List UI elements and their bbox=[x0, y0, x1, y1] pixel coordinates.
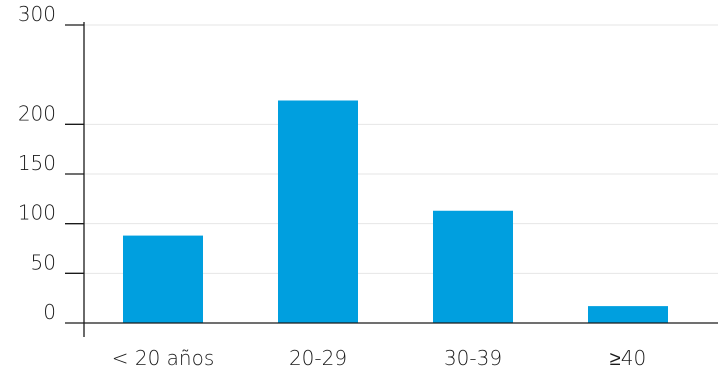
grid-lines bbox=[84, 24, 718, 274]
x-tick-label: 20-29 bbox=[289, 346, 347, 370]
y-tick-label: 150 bbox=[18, 151, 56, 175]
bar-0 bbox=[123, 235, 203, 323]
tick-labels: 0 50 100 150 200 300 < 20 años 20-29 30-39 ≥40 bbox=[18, 2, 646, 370]
bar-series bbox=[123, 100, 668, 323]
bar-2 bbox=[433, 210, 513, 323]
y-tick-label: 50 bbox=[31, 250, 56, 274]
y-tick-label: 0 bbox=[43, 300, 56, 324]
x-tick-label: 30-39 bbox=[444, 346, 502, 370]
bar-3 bbox=[588, 306, 668, 323]
y-tick-label: 100 bbox=[18, 201, 56, 225]
bar-1 bbox=[278, 100, 358, 323]
axes bbox=[65, 22, 718, 337]
x-tick-label: < 20 años bbox=[112, 346, 215, 370]
y-tick-label: 200 bbox=[18, 101, 56, 125]
y-tick-label: 300 bbox=[18, 2, 56, 26]
x-tick-label: ≥40 bbox=[610, 346, 646, 370]
